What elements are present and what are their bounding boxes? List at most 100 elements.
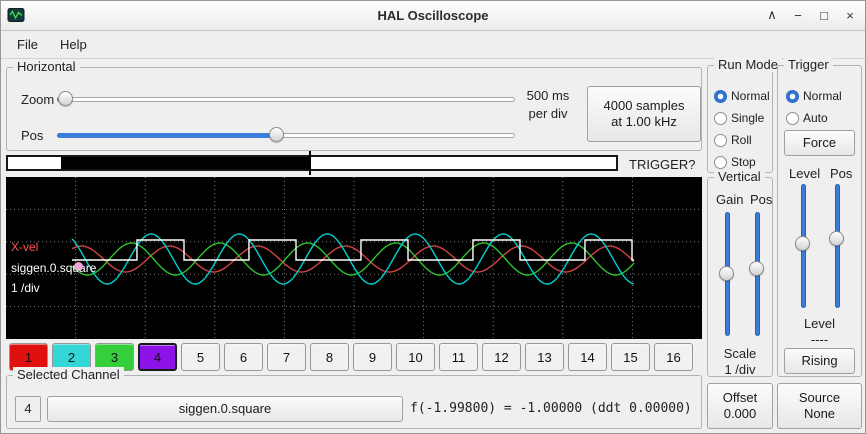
radio-label: Normal — [803, 89, 842, 103]
trigger-pos-slider[interactable] — [829, 184, 845, 308]
scale-label: Scale — [723, 346, 757, 361]
trigger-source-value: None — [803, 406, 836, 421]
run-mode-normal-radio[interactable]: Normal — [714, 88, 770, 104]
waveform-display[interactable]: X-vel siggen.0.square 1 /div — [6, 177, 702, 339]
channel-button-5[interactable]: 5 — [181, 343, 220, 371]
vertical-group-title: Vertical — [714, 169, 765, 184]
radio-icon — [786, 111, 799, 125]
channel-button-1[interactable]: 1 — [9, 343, 48, 371]
scale-value: 1 /div — [724, 362, 756, 377]
offset-button[interactable]: Offset 0.000 — [707, 383, 773, 429]
scope-canvas — [6, 177, 702, 339]
run-mode-roll-radio[interactable]: Roll — [714, 132, 752, 148]
menu-help[interactable]: Help — [59, 37, 87, 52]
level-slider-knob[interactable] — [795, 235, 810, 251]
run-mode-stop-radio[interactable]: Stop — [714, 154, 756, 170]
trigger-level-readout-value: ---- — [810, 332, 829, 347]
channel-button-9[interactable]: 9 — [353, 343, 392, 371]
pos-slider-fill — [57, 132, 277, 138]
timebase-value-line1: 500 ms — [526, 88, 570, 103]
channel-button-12[interactable]: 12 — [482, 343, 521, 371]
channel-source-button[interactable]: siggen.0.square — [47, 396, 403, 422]
channel-button-11[interactable]: 11 — [439, 343, 478, 371]
vertical-pos-label: Pos — [750, 192, 773, 207]
menu-file[interactable]: File — [17, 37, 38, 52]
channel-button-15[interactable]: 15 — [611, 343, 650, 371]
shade-button[interactable]: ∧ — [767, 7, 777, 22]
pos-label: Pos — [21, 128, 44, 143]
channel-button-16[interactable]: 16 — [654, 343, 693, 371]
trigger-group: Trigger Normal Auto Force Level Pos Leve… — [777, 57, 862, 377]
window-title: HAL Oscilloscope — [377, 8, 489, 23]
radio-label: Roll — [731, 133, 752, 147]
maximize-button[interactable]: □ — [820, 7, 828, 23]
trigger-level-readout-label: Level — [803, 316, 836, 331]
trace-chan3 — [71, 242, 635, 276]
zoom-slider-knob[interactable] — [58, 91, 74, 106]
selected-channel-group: Selected Channel 4 siggen.0.square f(-1.… — [6, 367, 702, 429]
vertical-group: Vertical Gain Pos Scale 1 /div — [707, 169, 773, 377]
samples-rate: at 1.00 kHz — [611, 114, 677, 129]
channel-row: 1 2 3 4 5 6 7 8 9 10 11 12 13 14 15 16 — [6, 343, 702, 371]
samples-rate-button[interactable]: 4000 samples at 1.00 kHz — [587, 86, 701, 142]
vertical-pos-slider[interactable] — [749, 212, 765, 336]
run-mode-single-radio[interactable]: Single — [714, 110, 764, 126]
trace-chan4-square — [72, 239, 634, 261]
radio-label: Auto — [803, 111, 828, 125]
force-trigger-button[interactable]: Force — [784, 130, 855, 156]
radio-label: Single — [731, 111, 765, 125]
scale-per-div-label: 1 /div — [11, 281, 40, 295]
trigger-normal-radio[interactable]: Normal — [786, 88, 842, 104]
app-icon — [7, 6, 25, 29]
radio-icon — [714, 155, 727, 169]
selected-channel-name-label: siggen.0.square — [11, 261, 97, 275]
pos-slider-knob[interactable] — [268, 127, 284, 142]
trigger-pos-label: Pos — [830, 166, 853, 181]
close-button[interactable]: × — [846, 7, 854, 23]
trigger-position-marker[interactable] — [309, 151, 311, 175]
gain-slider-knob[interactable] — [719, 266, 734, 281]
run-mode-group: Run Mode Normal Single Roll Stop — [707, 57, 782, 173]
trigger-level-slider[interactable] — [795, 184, 811, 308]
tpos-slider-trough[interactable] — [834, 184, 840, 308]
titlebar[interactable]: HAL Oscilloscope ∧ − □ × — [1, 1, 865, 31]
channel-button-10[interactable]: 10 — [396, 343, 435, 371]
channel-button-7[interactable]: 7 — [267, 343, 306, 371]
trigger-group-title: Trigger — [784, 57, 833, 72]
zoom-label: Zoom — [21, 92, 55, 107]
trigger-source-button[interactable]: Source None — [777, 383, 862, 429]
radio-icon — [714, 111, 727, 125]
offset-button-value: 0.000 — [723, 406, 757, 421]
channel-button-3[interactable]: 3 — [95, 343, 134, 371]
tpos-slider-knob[interactable] — [829, 230, 844, 246]
radio-icon — [714, 133, 727, 147]
vpos-slider-knob[interactable] — [749, 261, 764, 277]
menubar: File Help — [1, 31, 865, 59]
timebase-value-line2: per div — [528, 106, 568, 121]
channel-button-6[interactable]: 6 — [224, 343, 263, 371]
minimize-button[interactable]: − — [794, 7, 802, 23]
trigger-level-label: Level — [789, 166, 821, 181]
channel-button-8[interactable]: 8 — [310, 343, 349, 371]
vertical-gain-slider[interactable] — [719, 212, 735, 336]
channel-button-13[interactable]: 13 — [525, 343, 564, 371]
trigger-edge-button[interactable]: Rising — [784, 348, 855, 374]
radio-selected-icon — [786, 89, 799, 103]
zoom-slider[interactable] — [57, 90, 515, 108]
trace-chan2 — [71, 233, 635, 285]
channel-button-14[interactable]: 14 — [568, 343, 607, 371]
trigger-auto-radio[interactable]: Auto — [786, 110, 828, 126]
channel-offset-marker[interactable] — [74, 262, 83, 271]
channel-value-readout: f(-1.99800) = -1.00000 (ddt 0.00000) — [410, 401, 692, 416]
channel-button-4[interactable]: 4 — [138, 343, 177, 371]
horizontal-group-title: Horizontal — [13, 59, 80, 74]
radio-label: Normal — [731, 89, 770, 103]
record-window-segment — [61, 157, 309, 169]
record-position-bar[interactable] — [6, 151, 618, 175]
selected-channel-group-title: Selected Channel — [13, 367, 124, 382]
gain-label: Gain — [716, 192, 744, 207]
zoom-slider-trough[interactable] — [57, 96, 515, 102]
offset-button-label: Offset — [722, 389, 758, 405]
horizontal-pos-slider[interactable] — [57, 126, 515, 144]
